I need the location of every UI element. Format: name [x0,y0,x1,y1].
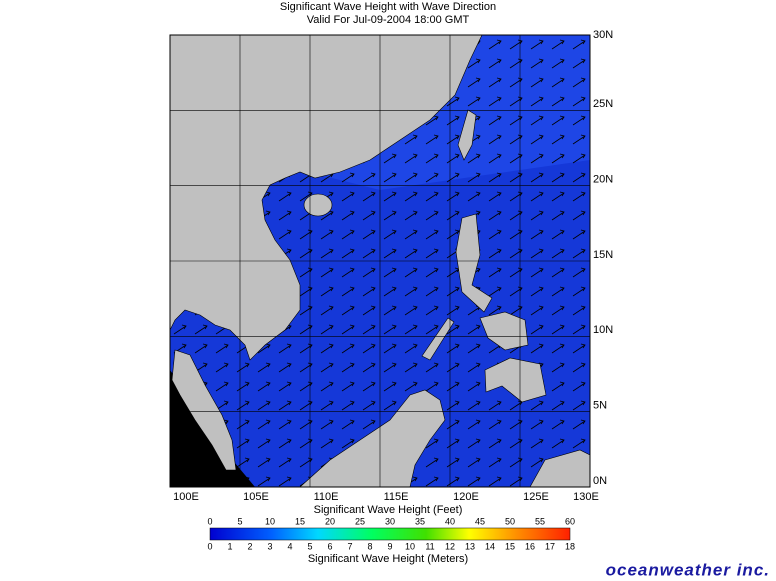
graticule [170,35,590,487]
meters-tick: 4 [287,541,292,551]
lon-label: 120E [453,491,479,503]
meters-tick: 11 [425,541,434,551]
meters-tick: 16 [525,541,535,551]
lon-label: 125E [523,491,549,503]
lon-label: 130E [573,491,599,503]
land-luzon [455,213,493,313]
lat-label: 20N [593,174,613,186]
meters-tick: 6 [327,541,332,551]
land-mindanao [484,357,547,403]
land-sumatra [170,370,255,487]
lat-label: 25N [593,98,613,110]
lon-label: 115E [384,491,409,503]
meters-tick: 14 [485,541,495,551]
feet-tick: 25 [355,516,365,526]
lat-label: 15N [593,249,613,261]
feet-tick: 40 [445,516,455,526]
meters-tick: 9 [387,541,392,551]
meters-tick: 0 [207,541,212,551]
land-asia [170,35,483,361]
land-hainan [303,193,333,217]
meters-tick: 5 [307,541,312,551]
meters-tick: 7 [347,541,352,551]
feet-tick: 20 [325,516,335,526]
lon-label: 105E [243,491,269,503]
land-palawan [421,317,455,361]
lon-label: 100E [173,491,199,503]
feet-tick: 50 [505,516,515,526]
meters-title: Significant Wave Height (Meters) [308,553,468,565]
meters-tick: 17 [545,541,555,551]
land-taiwan [457,109,477,161]
feet-tick: 15 [295,516,305,526]
feet-tick: 0 [207,516,212,526]
feet-tick: 35 [415,516,425,526]
meters-tick: 8 [367,541,372,551]
lat-label: 5N [593,400,607,412]
meters-tick: 1 [227,541,232,551]
land-borneo [299,389,446,487]
lat-label: 30N [593,29,613,41]
map [170,35,590,487]
meters-tick: 12 [445,541,455,551]
meters-tick: 13 [465,541,475,551]
map-frame [169,34,591,488]
feet-tick: 5 [237,516,242,526]
land-sulawesi [529,449,590,487]
feet-tick: 10 [265,516,275,526]
logo: oceanweather inc. [606,560,770,579]
colorbar [209,527,571,541]
lon-label: 110E [314,491,339,503]
feet-tick: 55 [535,516,545,526]
land-malay [171,349,237,471]
meters-tick: 15 [505,541,515,551]
feet-title: Significant Wave Height (Feet) [314,504,463,516]
feet-tick: 45 [475,516,485,526]
meters-tick: 3 [267,541,272,551]
land-visayas [479,311,529,351]
title: Significant Wave Height with Wave Direct… [280,1,496,13]
feet-tick: 30 [385,516,395,526]
feet-tick: 60 [565,516,575,526]
lat-label: 10N [593,324,613,336]
subtitle: Valid For Jul-09-2004 18:00 GMT [307,14,470,26]
lat-label: 0N [593,475,607,487]
meters-tick: 2 [247,541,252,551]
meters-tick: 10 [405,541,415,551]
meters-tick: 18 [565,541,575,551]
